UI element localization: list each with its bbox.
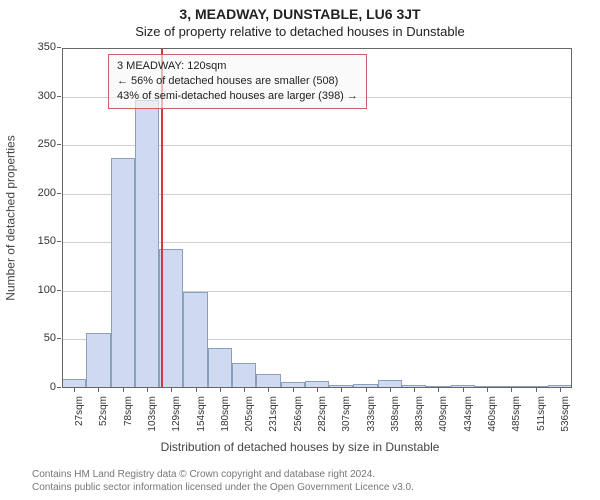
y-tick: 100: [26, 284, 56, 296]
x-tick-mark: [390, 388, 391, 392]
y-tick: 350: [26, 41, 56, 53]
x-tick-label: 409sqm: [438, 396, 449, 440]
x-tick-mark: [293, 388, 294, 392]
x-tick-mark: [98, 388, 99, 392]
x-tick-label: 256sqm: [293, 396, 304, 440]
x-tick-label: 333sqm: [366, 396, 377, 440]
x-tick-label: 536sqm: [560, 396, 571, 440]
x-tick-mark: [366, 388, 367, 392]
x-tick-label: 307sqm: [341, 396, 352, 440]
x-tick-mark: [123, 388, 124, 392]
x-tick-mark: [414, 388, 415, 392]
x-tick-mark: [560, 388, 561, 392]
y-tick: 0: [26, 381, 56, 393]
x-tick-label: 434sqm: [463, 396, 474, 440]
x-tick-mark: [511, 388, 512, 392]
x-tick-mark: [268, 388, 269, 392]
x-tick-label: 52sqm: [98, 396, 109, 440]
y-tick: 50: [26, 332, 56, 344]
x-tick-mark: [171, 388, 172, 392]
x-tick-label: 180sqm: [220, 396, 231, 440]
y-tick: 300: [26, 90, 56, 102]
x-tick-label: 27sqm: [74, 396, 85, 440]
y-tick: 150: [26, 235, 56, 247]
attribution-footer: Contains HM Land Registry data © Crown c…: [32, 468, 414, 494]
x-tick-mark: [147, 388, 148, 392]
x-tick-mark: [317, 388, 318, 392]
x-tick-label: 78sqm: [123, 396, 134, 440]
footer-line-1: Contains HM Land Registry data © Crown c…: [32, 468, 414, 481]
x-tick-label: 205sqm: [244, 396, 255, 440]
x-tick-label: 383sqm: [414, 396, 425, 440]
x-tick-mark: [244, 388, 245, 392]
annotation-line-1: 3 MEADWAY: 120sqm: [117, 59, 358, 74]
y-tick: 200: [26, 187, 56, 199]
x-axis-label: Distribution of detached houses by size …: [0, 440, 600, 454]
x-tick-label: 231sqm: [268, 396, 279, 440]
x-tick-mark: [536, 388, 537, 392]
x-tick-mark: [463, 388, 464, 392]
x-tick-mark: [438, 388, 439, 392]
annotation-line-2: ← 56% of detached houses are smaller (50…: [117, 74, 358, 89]
page-title: 3, MEADWAY, DUNSTABLE, LU6 3JT: [0, 0, 600, 22]
footer-line-2: Contains public sector information licen…: [32, 481, 414, 494]
y-axis-label-container: Number of detached properties: [2, 48, 20, 388]
x-tick-label: 282sqm: [317, 396, 328, 440]
chart-subtitle: Size of property relative to detached ho…: [0, 22, 600, 39]
y-tick: 250: [26, 138, 56, 150]
marker-annotation: 3 MEADWAY: 120sqm ← 56% of detached hous…: [108, 54, 367, 109]
x-tick-mark: [487, 388, 488, 392]
x-tick-label: 358sqm: [390, 396, 401, 440]
x-tick-mark: [74, 388, 75, 392]
annotation-line-3: 43% of semi-detached houses are larger (…: [117, 89, 358, 104]
x-tick-label: 103sqm: [147, 396, 158, 440]
x-tick-mark: [341, 388, 342, 392]
x-tick-label: 460sqm: [487, 396, 498, 440]
x-tick-label: 129sqm: [171, 396, 182, 440]
x-tick-label: 154sqm: [196, 396, 207, 440]
x-tick-mark: [220, 388, 221, 392]
x-tick-mark: [196, 388, 197, 392]
y-axis-label: Number of detached properties: [4, 135, 18, 300]
x-tick-label: 485sqm: [511, 396, 522, 440]
x-tick-label: 511sqm: [536, 396, 547, 440]
